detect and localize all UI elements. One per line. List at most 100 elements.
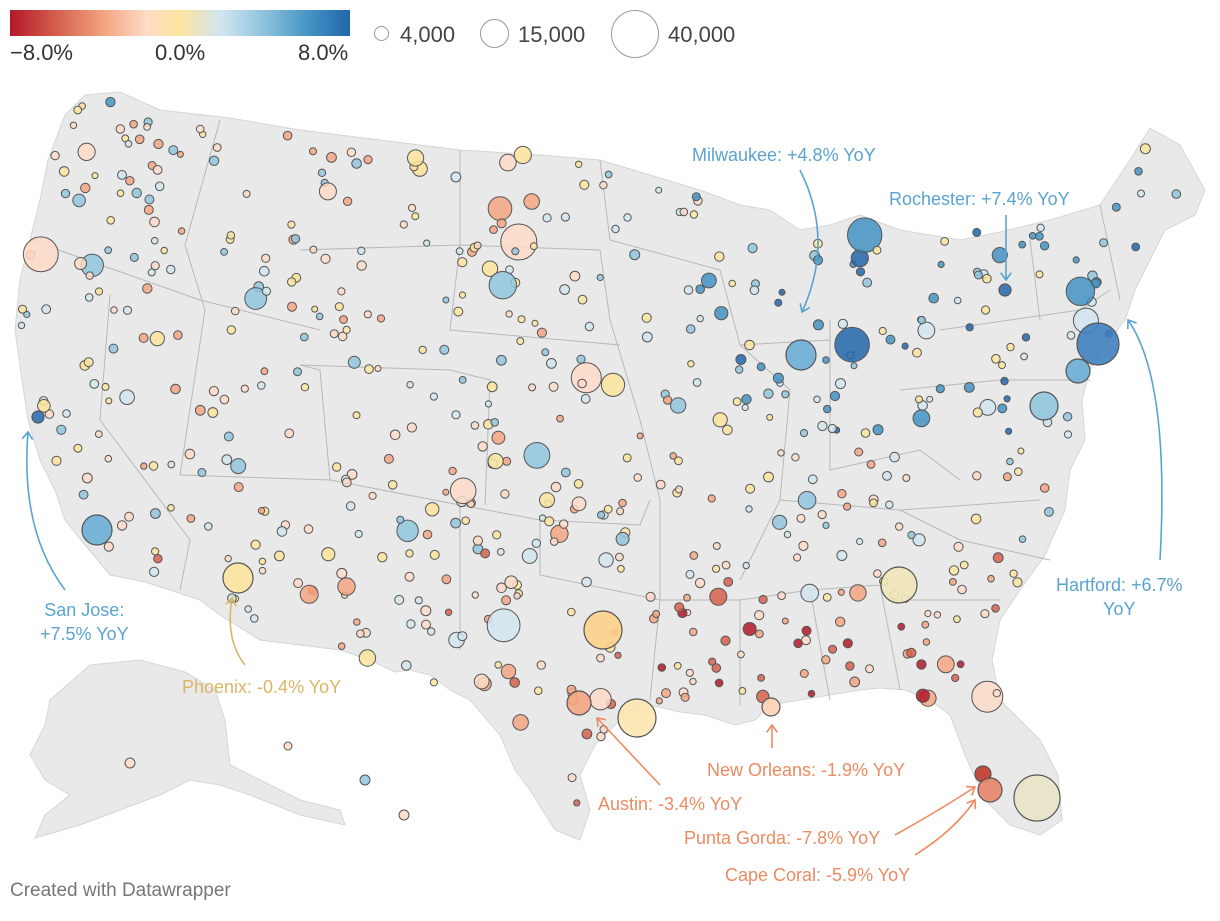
- city-marker: [629, 249, 641, 261]
- milwaukee-arrow: [799, 169, 819, 313]
- city-marker: [935, 384, 945, 394]
- city-marker: [143, 123, 152, 131]
- city-marker: [778, 288, 786, 296]
- city-marker: [972, 227, 982, 237]
- san-jose-arrow-head: [21, 430, 34, 441]
- city-marker: [599, 181, 608, 190]
- city-marker: [513, 592, 521, 600]
- city-marker: [44, 409, 55, 419]
- city-marker: [799, 429, 809, 438]
- city-marker: [669, 452, 678, 460]
- city-marker: [282, 130, 293, 141]
- city-marker: [849, 584, 867, 602]
- city-marker: [842, 638, 853, 649]
- city-marker: [453, 306, 464, 317]
- city-marker: [56, 424, 67, 435]
- city-marker: [800, 583, 820, 603]
- city-marker: [597, 510, 606, 520]
- city-marker: [596, 273, 604, 282]
- hartford-arrow: [1127, 319, 1163, 561]
- city-marker: [741, 403, 749, 412]
- houston-marker: [617, 698, 657, 738]
- city-marker: [728, 279, 737, 288]
- city-marker: [418, 345, 427, 355]
- city-marker: [742, 622, 757, 636]
- city-marker: [73, 443, 83, 453]
- city-marker: [442, 296, 450, 304]
- austin-arrow-head: [596, 717, 606, 728]
- city-marker: [134, 134, 145, 145]
- city-marker: [260, 367, 269, 376]
- city-marker: [981, 305, 991, 315]
- city-marker: [242, 189, 251, 198]
- city-marker: [998, 361, 1006, 370]
- city-marker: [429, 549, 440, 560]
- city-marker: [673, 661, 682, 670]
- annotation-cape-coral: Cape Coral: -5.9% YoY: [725, 865, 911, 885]
- city-marker: [869, 498, 878, 508]
- city-marker: [573, 479, 584, 489]
- city-marker: [351, 158, 362, 169]
- city-marker: [425, 502, 440, 517]
- city-marker: [290, 234, 301, 244]
- city-marker: [652, 610, 661, 618]
- cape-coral-arrow: [914, 799, 976, 856]
- city-marker: [687, 360, 695, 368]
- city-marker: [850, 362, 858, 370]
- city-marker: [992, 689, 1001, 698]
- city-marker: [801, 625, 812, 636]
- city-marker: [116, 189, 125, 197]
- city-marker: [885, 334, 896, 345]
- city-marker: [937, 260, 945, 269]
- size-legend-large-label: 40,000: [668, 22, 736, 47]
- cape-coral-arrow-head: [966, 798, 977, 810]
- city-marker: [774, 298, 783, 307]
- city-marker: [117, 170, 127, 180]
- city-marker: [487, 453, 504, 470]
- city-marker: [176, 150, 184, 158]
- city-marker: [912, 533, 926, 547]
- city-marker: [741, 394, 752, 405]
- city-marker: [683, 285, 694, 295]
- city-marker: [817, 509, 827, 520]
- city-marker: [471, 591, 479, 599]
- city-marker: [261, 286, 271, 296]
- city-marker: [89, 379, 100, 389]
- city-marker: [856, 537, 864, 546]
- ny-metro-marker: [1065, 358, 1091, 384]
- city-marker: [528, 383, 537, 392]
- city-marker: [421, 619, 431, 630]
- size-legend: 4,000 15,000 40,000: [370, 8, 770, 60]
- city-marker: [807, 689, 816, 698]
- city-marker: [953, 541, 964, 552]
- city-marker: [143, 204, 154, 215]
- city-marker: [353, 618, 361, 626]
- city-marker: [837, 489, 847, 499]
- city-marker: [455, 247, 464, 256]
- city-marker: [849, 676, 861, 688]
- size-legend-medium-label: 15,000: [518, 22, 586, 47]
- austin-arrow: [596, 717, 661, 786]
- city-marker: [226, 325, 237, 335]
- city-marker: [772, 372, 784, 384]
- city-marker: [473, 241, 482, 250]
- city-marker: [442, 488, 450, 496]
- city-marker: [77, 142, 96, 161]
- city-marker: [579, 179, 590, 190]
- city-marker: [177, 227, 186, 235]
- city-marker: [940, 237, 949, 246]
- city-marker: [1017, 447, 1025, 455]
- city-marker: [457, 257, 468, 268]
- city-marker: [822, 356, 830, 364]
- city-marker: [633, 473, 643, 482]
- city-marker: [709, 587, 728, 606]
- city-marker: [641, 312, 652, 323]
- city-marker: [105, 397, 113, 405]
- city-marker: [148, 461, 159, 471]
- city-marker: [689, 210, 699, 219]
- city-marker: [1137, 189, 1145, 198]
- city-marker: [441, 574, 452, 585]
- city-marker: [722, 424, 733, 436]
- city-marker: [835, 616, 846, 627]
